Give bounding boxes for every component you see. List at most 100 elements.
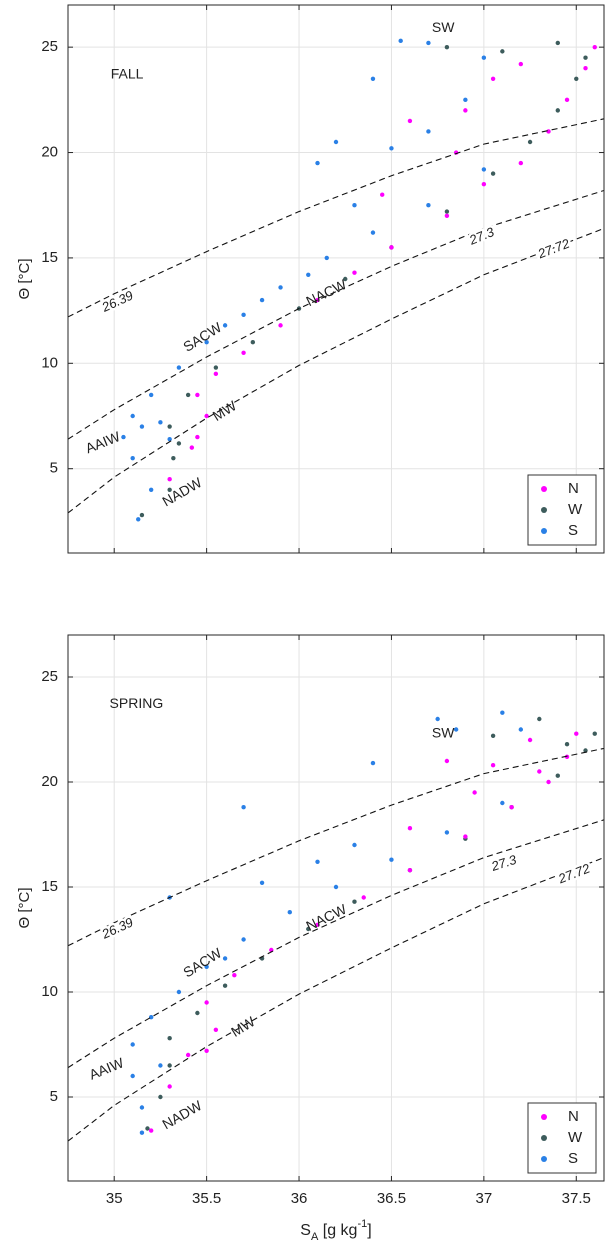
data-point: [241, 350, 246, 355]
data-point: [481, 167, 487, 172]
legend-box: [527, 474, 597, 546]
data-point: [564, 742, 570, 747]
data-point: [287, 910, 292, 915]
annotation: SACW: [180, 944, 225, 980]
data-point: [278, 285, 283, 290]
legend-marker: [541, 528, 547, 534]
annotation: SACW: [180, 319, 225, 355]
data-point: [564, 754, 570, 759]
data-point: [509, 805, 514, 810]
data-point: [444, 209, 450, 214]
y-tick-label: 15: [41, 249, 58, 266]
annotation: AAIW: [87, 1054, 127, 1083]
data-point: [176, 441, 182, 446]
data-point: [592, 731, 597, 736]
annotation: NADW: [159, 1097, 205, 1133]
data-point: [380, 192, 385, 197]
density-contour: [68, 747, 604, 947]
data-point: [158, 1063, 163, 1068]
data-point: [555, 773, 560, 778]
data-point: [481, 181, 487, 187]
axes-frame: [67, 4, 605, 554]
data-point: [136, 517, 141, 522]
data-point: [463, 108, 468, 113]
y-axis-label: Θ [°C]: [16, 887, 33, 928]
data-point: [306, 272, 311, 277]
data-point: [167, 424, 172, 429]
data-point: [130, 455, 135, 461]
data-point: [139, 1105, 145, 1110]
data-point: [204, 964, 209, 969]
data-point: [148, 487, 154, 492]
data-point: [472, 790, 477, 795]
data-point: [167, 477, 172, 482]
data-point: [370, 76, 376, 81]
data-point: [444, 213, 450, 218]
data-point: [500, 800, 505, 806]
data-point: [389, 146, 394, 151]
data-point: [407, 868, 413, 873]
y-tick-label: 5: [50, 460, 58, 477]
data-point: [204, 1048, 209, 1054]
data-point: [324, 255, 329, 261]
data-point: [574, 76, 579, 81]
data-point: [426, 40, 431, 46]
y-tick-label: 15: [41, 878, 58, 895]
data-point: [453, 727, 459, 732]
data-point: [315, 922, 320, 927]
data-point: [389, 857, 394, 862]
data-point: [546, 129, 551, 134]
data-point: [158, 420, 163, 425]
data-point: [130, 1042, 135, 1047]
data-point: [167, 1084, 172, 1089]
data-point: [426, 129, 431, 134]
data-point: [444, 44, 450, 50]
data-point: [259, 297, 265, 303]
data-point: [139, 424, 145, 429]
legend: NWS: [527, 474, 597, 546]
data-point: [148, 1015, 154, 1020]
legend-marker: [541, 1156, 547, 1162]
legend: NWS: [527, 1102, 597, 1174]
plot-area: 26.39 27.3 27.72 SPRING SW SACW NACW MW AAIW NADW: [68, 695, 604, 1142]
data-point: [490, 76, 496, 81]
data-point: [500, 710, 505, 715]
data-point: [241, 805, 246, 810]
legend-marker: [541, 486, 547, 492]
data-point: [527, 737, 533, 743]
data-point: [176, 989, 182, 995]
panel: 35 35.5 36 36.5 37 37.5 5 10 15 20 25 26.39 27.3 27.7…: [16, 634, 605, 1243]
x-tick-label: 35.5: [192, 1190, 221, 1207]
data-point: [527, 139, 533, 145]
axes-frame: [67, 634, 605, 1182]
data-point: [213, 371, 219, 377]
data-point: [500, 49, 505, 54]
data-point: [333, 139, 339, 145]
data-point: [389, 245, 394, 250]
data-point: [185, 1052, 191, 1058]
data-point: [139, 512, 145, 518]
contour-label: 26.39: [99, 288, 136, 316]
x-tick-label: 36.5: [377, 1190, 406, 1207]
x-axis-label: SA [g kg-1]: [300, 1218, 371, 1243]
data-point: [564, 97, 570, 103]
data-point: [398, 38, 403, 44]
y-tick-label: 5: [50, 1088, 58, 1105]
density-contour: [68, 189, 604, 440]
annotation: AAIW: [83, 428, 123, 457]
data-point: [463, 97, 468, 103]
data-point: [195, 392, 200, 398]
data-point: [583, 66, 588, 71]
data-point: [518, 727, 524, 732]
y-tick-label: 20: [41, 773, 58, 790]
data-point: [490, 171, 496, 176]
contour-label: 26.39: [99, 914, 136, 942]
data-point: [222, 983, 228, 988]
data-point: [352, 842, 357, 848]
data-point: [232, 973, 237, 978]
data-point: [574, 731, 579, 736]
data-point: [426, 203, 431, 208]
data-point: [185, 392, 191, 398]
legend-label: W: [568, 1129, 583, 1146]
